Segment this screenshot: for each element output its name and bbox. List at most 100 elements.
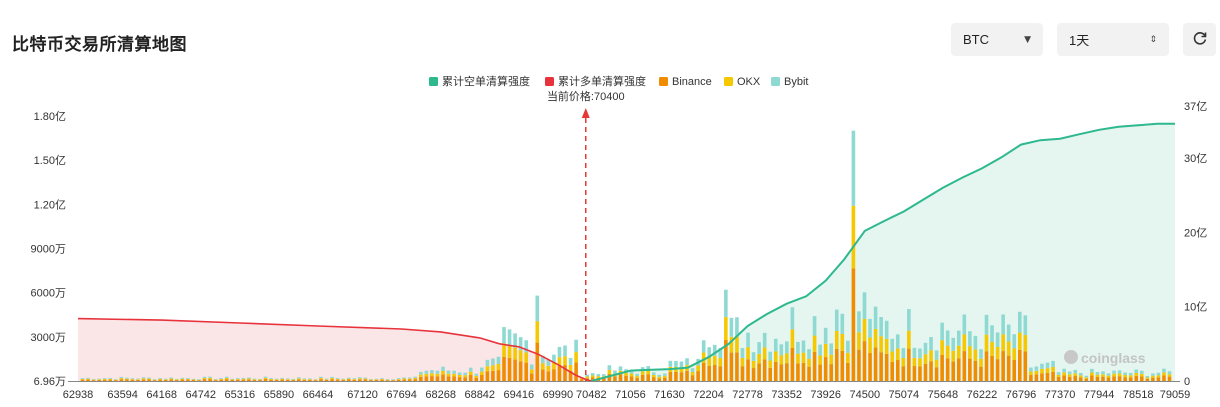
bar-binance: [219, 379, 223, 381]
bar-okx: [640, 371, 645, 375]
bar-okx: [945, 345, 950, 359]
bar-binance: [552, 369, 556, 381]
symbol-select[interactable]: BTC ▼: [951, 23, 1043, 56]
bar-binance: [657, 378, 662, 381]
bar-bybit: [646, 366, 651, 371]
bar-okx: [1012, 348, 1017, 360]
bar-bybit: [602, 374, 606, 377]
bar-binance: [857, 349, 861, 381]
bar-binance: [1095, 376, 1100, 381]
bar-bybit: [1034, 366, 1039, 371]
caret-down-icon: ▼: [1024, 34, 1031, 45]
bar-binance: [125, 379, 129, 381]
bar-bybit: [352, 378, 357, 380]
bar-binance: [701, 362, 706, 381]
bar-binance: [141, 379, 146, 381]
bar-binance: [1139, 376, 1144, 381]
left-axis-tick: 1.50亿: [34, 154, 66, 167]
bar-bybit: [868, 318, 872, 338]
bar-binance: [480, 374, 484, 381]
bar-okx: [712, 355, 717, 365]
bar-okx: [962, 334, 967, 352]
bar-binance: [940, 354, 944, 381]
bar-bybit: [468, 367, 473, 372]
x-axis-tick: 64742: [185, 389, 216, 401]
bar-okx: [840, 333, 845, 351]
chart-legend: 累计空单清算强度 累计多单清算强度 Binance OKX Bybit: [429, 74, 808, 88]
bar-okx: [413, 377, 418, 380]
bar-binance: [1045, 372, 1050, 381]
bar-binance: [934, 367, 939, 381]
legend-swatch: [429, 77, 438, 86]
bar-bybit: [1084, 375, 1089, 378]
bar-bybit: [541, 355, 545, 364]
bar-okx: [951, 350, 956, 362]
bar-bybit: [136, 378, 140, 380]
bar-okx: [468, 371, 473, 375]
x-axis-tick: 75648: [928, 389, 959, 401]
bar-binance: [241, 379, 246, 381]
bar-bybit: [269, 378, 273, 379]
bar-bybit: [91, 379, 96, 380]
bar-okx: [574, 352, 578, 363]
bar-bybit: [801, 340, 806, 353]
bar-okx: [535, 321, 540, 343]
bar-binance: [1128, 377, 1133, 381]
refresh-button[interactable]: [1183, 23, 1216, 56]
bar-bybit: [113, 379, 118, 380]
bar-bybit: [956, 330, 961, 346]
x-axis-tick: 73352: [771, 389, 802, 401]
bar-bybit: [895, 334, 900, 349]
bar-binance: [102, 379, 107, 381]
bar-binance: [851, 268, 856, 381]
bar-binance: [823, 357, 828, 381]
bar-binance: [1090, 375, 1094, 381]
bar-binance: [1023, 351, 1028, 381]
bar-okx: [330, 378, 334, 380]
bar-okx: [202, 378, 207, 380]
x-axis-tick: 69990: [543, 389, 574, 401]
bar-bybit: [202, 376, 207, 379]
bar-bybit: [563, 345, 567, 357]
bar-okx: [518, 350, 523, 362]
bar-binance: [1001, 351, 1005, 381]
bar-bybit: [718, 348, 723, 358]
bar-bybit: [918, 348, 922, 359]
bar-bybit: [746, 332, 750, 348]
bar-bybit: [773, 338, 778, 352]
bar-okx: [258, 379, 262, 381]
bar-binance: [1029, 374, 1033, 381]
x-axis-tick: 67694: [386, 389, 417, 401]
bar-okx: [557, 357, 562, 366]
bar-okx: [823, 343, 828, 358]
bar-okx: [968, 346, 972, 359]
bar-okx: [923, 354, 928, 364]
bar-bybit: [396, 378, 401, 380]
bar-bybit: [907, 309, 911, 331]
interval-select[interactable]: 1天 ⇕: [1057, 23, 1169, 56]
bar-binance: [663, 377, 667, 381]
bar-okx: [169, 378, 174, 380]
bar-bybit: [141, 377, 146, 379]
bar-bybit: [1123, 372, 1127, 376]
bar-bybit: [779, 344, 784, 356]
bar-binance: [1112, 376, 1116, 381]
bar-binance: [984, 351, 989, 381]
bar-binance: [269, 379, 273, 381]
bar-bybit: [446, 370, 451, 374]
bar-bybit: [1017, 311, 1022, 333]
bar-okx: [1001, 334, 1005, 352]
bar-okx: [136, 379, 140, 380]
bar-okx: [890, 351, 895, 363]
bar-binance: [696, 371, 700, 381]
bar-binance: [707, 365, 712, 381]
bar-okx: [419, 374, 423, 377]
bar-bybit: [729, 317, 734, 337]
bar-binance: [175, 380, 179, 381]
bar-okx: [208, 377, 212, 380]
bar-binance: [1106, 377, 1111, 381]
bar-binance: [435, 376, 440, 381]
bar-binance: [113, 380, 118, 381]
x-axis-tick: 70482: [576, 389, 607, 401]
bar-binance: [391, 380, 395, 381]
